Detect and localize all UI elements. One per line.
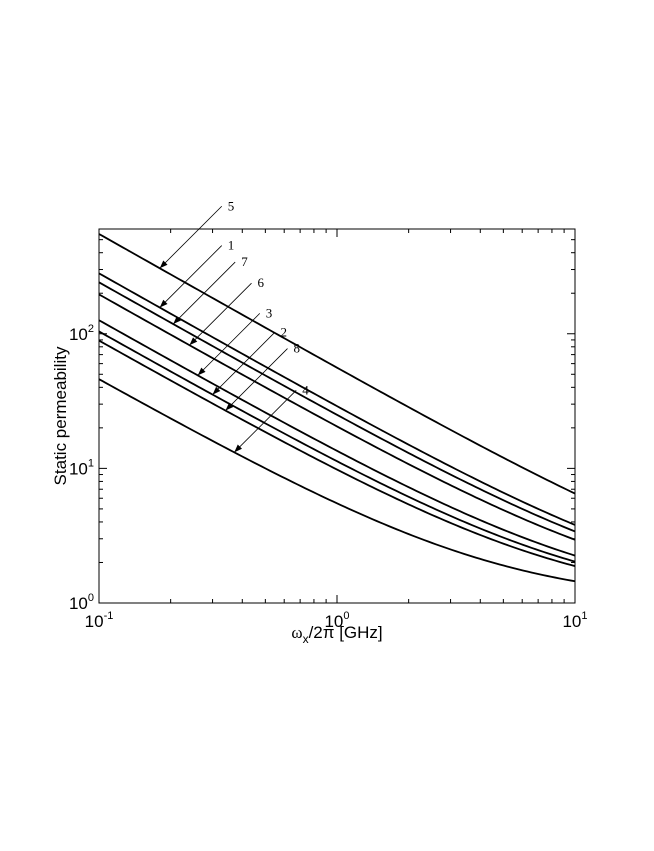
annotation-arrowhead-1	[159, 299, 168, 308]
annotation-leader-3	[197, 313, 261, 376]
plot-frame	[98, 228, 576, 604]
annotation-arrowhead-8	[225, 402, 234, 411]
x-axis-label-suffix: /2π [GHz]	[309, 623, 383, 642]
annotation-label-5: 5	[228, 198, 235, 213]
series-line-4	[98, 378, 576, 583]
annotation-arrowhead-2	[212, 386, 221, 395]
annotation-label-8: 8	[293, 341, 300, 356]
annotation-arrowhead-7	[173, 316, 181, 325]
annotation-leader-4	[233, 390, 297, 453]
x-tick-label: 10-1	[85, 610, 114, 631]
y-axis-label: Static permeability	[51, 346, 70, 485]
annotation-label-4: 4	[302, 382, 309, 397]
y-tick-label: 101	[69, 457, 94, 478]
annotation-leader-2	[212, 332, 275, 395]
series-line-8	[98, 339, 576, 567]
annotation-label-7: 7	[241, 254, 248, 269]
annotation-leader-6	[189, 282, 252, 346]
x-axis-label-subscript: x	[303, 632, 309, 646]
series-line-7	[98, 281, 576, 533]
x-axis-label-omega: ω	[291, 623, 302, 642]
annotation-arrowhead-4	[234, 444, 243, 453]
annotation-leader-5	[159, 205, 223, 269]
series-line-2	[98, 330, 576, 563]
series-line-3	[98, 319, 576, 557]
series-line-5	[98, 233, 576, 495]
x-tick-label: 101	[562, 610, 587, 631]
y-tick-label: 100	[69, 592, 94, 613]
annotation-label-1: 1	[228, 238, 235, 253]
annotation-label-2: 2	[281, 325, 288, 340]
series-line-6	[98, 293, 576, 541]
annotation-leader-1	[159, 245, 223, 308]
series-line-1	[98, 272, 576, 526]
annotation-arrowhead-3	[197, 367, 206, 376]
x-tick-label: 100	[324, 610, 349, 631]
x-axis-label: ωx/2π [GHz]	[291, 623, 382, 646]
annotation-arrowhead-6	[189, 337, 198, 346]
annotation-label-6: 6	[257, 275, 264, 290]
annotation-label-3: 3	[266, 305, 273, 320]
annotation-leader-7	[172, 261, 236, 325]
annotation-leader-8	[225, 348, 288, 411]
annotation-arrowhead-5	[159, 260, 168, 269]
curves-group	[98, 233, 576, 583]
y-tick-label: 102	[69, 323, 94, 344]
